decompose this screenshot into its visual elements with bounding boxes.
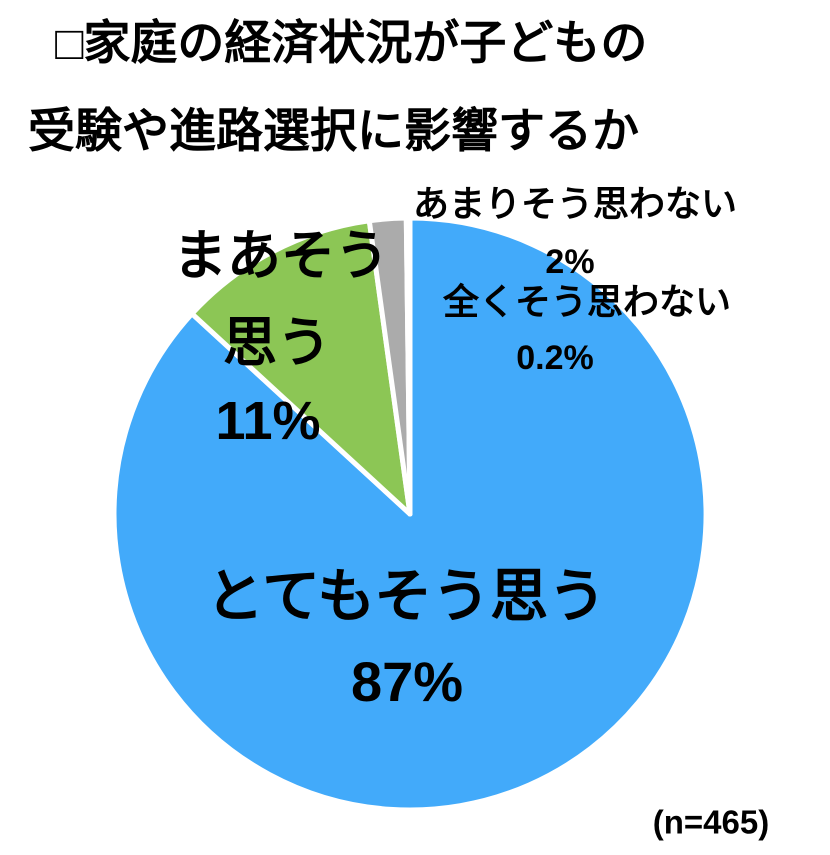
pie-chart	[111, 215, 709, 813]
chart-title-line-2: 受験や進路選択に影響するか	[28, 104, 639, 157]
slice-label-amari: あまりそう思わない	[412, 183, 738, 224]
slice-label-maa-line2: 思う	[223, 313, 331, 373]
slice-label-mattaku: 全くそう思わない	[442, 281, 732, 322]
slice-value-maa: 11%	[215, 391, 321, 451]
sample-size-label: (n=465)	[652, 803, 770, 841]
pie-slice-1	[189, 218, 413, 517]
pie-slice-3	[403, 215, 413, 517]
slice-value-mattaku: 0.2%	[516, 339, 594, 377]
slice-label-totemo: とてもそう思う	[205, 564, 607, 629]
slice-value-amari: 2%	[545, 243, 595, 281]
chart-title-line-1: □家庭の経済状況が子どもの	[55, 16, 648, 69]
slice-label-maa-line1: まあそう	[173, 226, 389, 286]
slice-value-totemo: 87%	[350, 650, 464, 713]
